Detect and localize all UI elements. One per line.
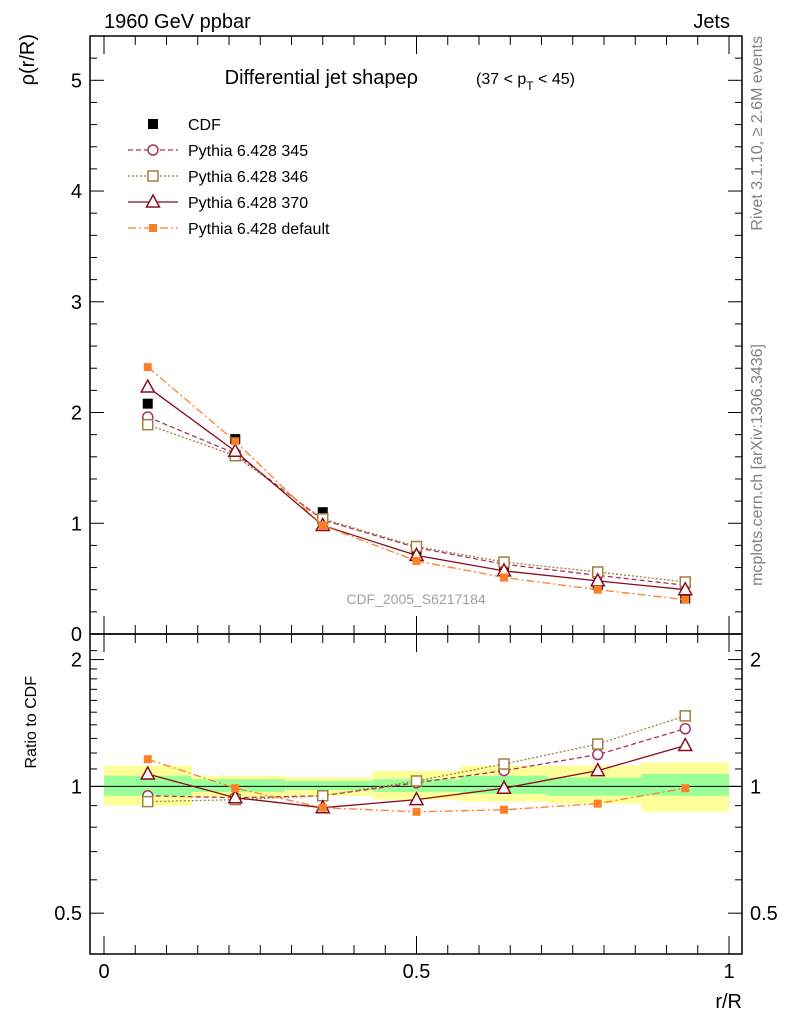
y-tick-label: 2: [71, 650, 82, 672]
ratio-point-pdefault: [681, 784, 690, 793]
ratio-point-p345: [679, 723, 691, 735]
title-range-subscript: T: [526, 79, 534, 93]
ratio-point-pdefault: [318, 803, 327, 812]
x-tick-label: 0: [98, 961, 109, 983]
ratio-point-pdefault: [593, 799, 602, 808]
y-tick-label-right: 0.5: [750, 903, 778, 925]
ratio-point-p370: [227, 789, 244, 804]
top-point-p346: [142, 418, 154, 431]
top-point-pdefault: [143, 363, 152, 372]
top-ylabel: ρ(r/R): [17, 34, 39, 85]
top-point-pdefault: [412, 556, 421, 565]
ratio-point-p346: [679, 710, 691, 722]
bottom-ylabel: Ratio to CDF: [23, 676, 40, 769]
plot-title: Differential jet shapeρ: [225, 67, 418, 89]
y-tick-label: 4: [71, 181, 82, 203]
legend-label-p345: Pythia 6.428 345: [188, 143, 308, 160]
rivet-version-label: Rivet 3.1.10, ≥ 2.6M events: [749, 36, 766, 231]
legend-marker-p370: [145, 193, 161, 208]
plot-title-range: (37 < pT < 45): [476, 71, 575, 93]
title-range-text: (37 < p: [476, 71, 526, 88]
uncertainty-band-inner: [285, 780, 373, 791]
ratio-point-p346: [592, 738, 604, 750]
y-tick-label: 1: [71, 513, 82, 535]
top-point-pdefault: [231, 437, 240, 446]
legend-label-cdf: CDF: [188, 117, 221, 134]
y-tick-label-right: 1: [750, 776, 761, 798]
xlabel: r/R: [715, 991, 742, 1013]
legend-marker-p346: [147, 170, 159, 182]
ratio-point-p370: [408, 791, 425, 806]
legend-label-p346: Pythia 6.428 346: [188, 169, 308, 186]
y-tick-label: 3: [71, 292, 82, 314]
analysis-watermark: CDF_2005_S6217184: [346, 591, 486, 607]
legend: CDF Pythia 6.428 345 Pythia 6.428 346 Pythi…: [128, 117, 330, 238]
top-point-pdefault: [593, 585, 602, 594]
ratio-point-pdefault: [143, 755, 152, 764]
process-label: Jets: [693, 11, 730, 33]
ratio-point-p346: [498, 758, 510, 770]
top-point-pdefault: [318, 521, 327, 530]
legend-label-pdefault: Pythia 6.428 default: [188, 221, 330, 238]
top-point-cdf: [317, 507, 328, 518]
ratio-point-p346: [142, 795, 154, 808]
top-point-cdf: [142, 398, 153, 409]
ratio-point-p370: [139, 765, 156, 780]
ratio-point-pdefault: [231, 784, 240, 793]
ratio-point-p370: [589, 762, 606, 777]
legend-marker-pdefault: [149, 224, 157, 232]
uncertainty-band-inner: [104, 775, 192, 796]
y-tick-label: 1: [71, 776, 82, 798]
ratio-point-pdefault: [500, 805, 508, 814]
top-point-p370: [227, 442, 244, 458]
ratio-point-p370: [496, 779, 512, 794]
main-plot-panel: 0 1 2 3 4 5: [71, 35, 743, 646]
y-tick-label: 2: [71, 403, 82, 425]
top-point-pdefault: [681, 595, 690, 604]
energy-label: 1960 GeV ppbar: [104, 11, 251, 33]
legend-marker-cdf: [148, 119, 158, 129]
legend-label-p370: Pythia 6.428 370: [188, 195, 308, 212]
y-tick-label-right: 2: [750, 650, 761, 672]
legend-marker-p345: [147, 144, 159, 156]
top-point-pdefault: [500, 573, 508, 582]
x-tick-label: 1: [723, 961, 734, 983]
ratio-point-pdefault: [412, 807, 421, 816]
ratio-point-p370: [677, 736, 694, 752]
top-point-p370: [677, 581, 694, 596]
y-tick-label: 5: [71, 70, 82, 92]
y-tick-label: 0.5: [54, 903, 82, 925]
ratio-point-p346: [410, 775, 423, 787]
mcplots-label: mcplots.cern.ch [arXiv:1306.3436]: [749, 344, 766, 586]
ratio-point-p345: [592, 748, 604, 761]
x-tick-label: 0.5: [403, 961, 431, 983]
ratio-plot-panel: 0 0.5 1 0.5 0.5 1 1 2 2: [54, 633, 778, 983]
title-range-end: < 45): [534, 71, 575, 88]
y-tick-label: 0: [71, 624, 82, 646]
top-point-p370: [139, 378, 156, 393]
